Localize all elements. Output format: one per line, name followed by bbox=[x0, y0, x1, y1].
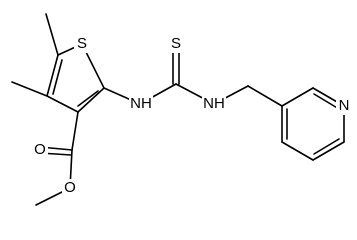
atom-label: N bbox=[339, 97, 350, 114]
atom-label: NH bbox=[203, 95, 225, 112]
atom-label: O bbox=[64, 179, 76, 196]
atom-label: O bbox=[34, 141, 46, 158]
molecule-diagram: S S NH NH N O O bbox=[11, 13, 352, 206]
atom-label: NH bbox=[130, 95, 152, 112]
atom-label: S bbox=[171, 35, 181, 52]
atom-label: S bbox=[77, 35, 87, 52]
atom-labels: S S NH NH N O O bbox=[32, 35, 352, 197]
